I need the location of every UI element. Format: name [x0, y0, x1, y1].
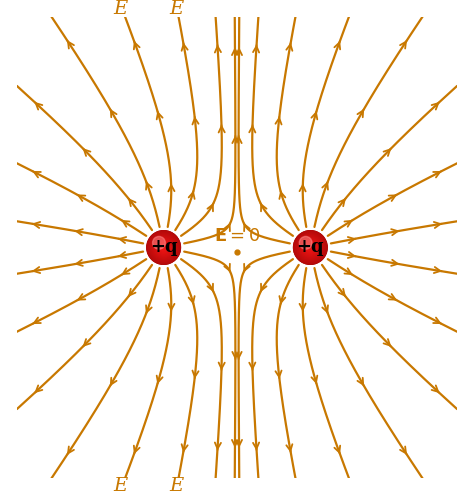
Circle shape: [157, 241, 171, 254]
Text: E: E: [169, 0, 183, 18]
Circle shape: [301, 239, 319, 256]
Circle shape: [150, 234, 177, 261]
Circle shape: [147, 231, 181, 264]
Circle shape: [155, 239, 173, 256]
Circle shape: [307, 244, 314, 251]
Circle shape: [147, 232, 180, 263]
Circle shape: [156, 240, 171, 255]
Circle shape: [296, 233, 325, 262]
Circle shape: [305, 243, 315, 252]
Circle shape: [294, 232, 327, 263]
Circle shape: [158, 242, 169, 253]
Circle shape: [298, 236, 322, 259]
Circle shape: [296, 233, 325, 262]
Circle shape: [152, 236, 175, 259]
Circle shape: [153, 237, 174, 258]
Text: E: E: [113, 0, 128, 18]
Circle shape: [304, 241, 317, 254]
Circle shape: [300, 237, 321, 258]
Circle shape: [160, 244, 168, 251]
Circle shape: [160, 244, 167, 251]
Circle shape: [152, 236, 175, 259]
Circle shape: [293, 231, 327, 264]
Circle shape: [154, 238, 173, 257]
Circle shape: [154, 238, 173, 257]
Circle shape: [297, 235, 323, 260]
Text: +q: +q: [150, 239, 177, 256]
Circle shape: [299, 236, 322, 259]
Circle shape: [303, 241, 317, 254]
Circle shape: [306, 243, 315, 252]
Circle shape: [305, 242, 316, 253]
Circle shape: [149, 233, 179, 262]
Circle shape: [150, 234, 177, 261]
Circle shape: [298, 235, 323, 260]
Circle shape: [151, 235, 176, 260]
Circle shape: [300, 237, 320, 258]
Circle shape: [149, 233, 178, 262]
Circle shape: [155, 239, 173, 256]
Circle shape: [301, 239, 319, 256]
Circle shape: [294, 231, 327, 264]
Circle shape: [306, 244, 314, 251]
Circle shape: [302, 240, 319, 255]
Circle shape: [156, 240, 171, 255]
Circle shape: [295, 232, 326, 263]
Circle shape: [161, 245, 166, 250]
Circle shape: [297, 234, 324, 261]
Circle shape: [151, 235, 177, 260]
Circle shape: [148, 232, 179, 263]
Circle shape: [155, 239, 172, 256]
Circle shape: [306, 243, 315, 252]
Circle shape: [159, 243, 168, 252]
Circle shape: [302, 239, 319, 256]
Circle shape: [151, 235, 176, 260]
Circle shape: [152, 236, 176, 259]
Text: $\mathbf{E} = 0$: $\mathbf{E} = 0$: [214, 227, 260, 245]
Text: +q: +q: [297, 239, 324, 256]
Circle shape: [159, 243, 169, 252]
Circle shape: [301, 238, 320, 257]
Circle shape: [148, 232, 179, 263]
Circle shape: [295, 233, 325, 262]
Circle shape: [297, 234, 324, 261]
Circle shape: [153, 237, 165, 249]
Circle shape: [155, 240, 172, 255]
Circle shape: [154, 237, 174, 258]
Circle shape: [299, 237, 312, 249]
Circle shape: [158, 242, 169, 253]
Circle shape: [161, 245, 166, 250]
Circle shape: [149, 233, 178, 262]
Circle shape: [295, 232, 326, 263]
Circle shape: [305, 242, 316, 253]
Text: E: E: [169, 477, 183, 495]
Circle shape: [304, 242, 317, 253]
Circle shape: [301, 238, 320, 257]
Circle shape: [307, 244, 314, 251]
Circle shape: [147, 231, 180, 264]
Circle shape: [157, 241, 170, 254]
Circle shape: [293, 231, 327, 264]
Circle shape: [298, 235, 323, 260]
Text: E: E: [113, 477, 128, 495]
Circle shape: [299, 236, 322, 259]
Circle shape: [153, 237, 174, 258]
Circle shape: [157, 242, 170, 253]
Circle shape: [300, 237, 321, 258]
Circle shape: [303, 240, 318, 255]
Circle shape: [160, 244, 167, 251]
Circle shape: [303, 240, 318, 255]
Circle shape: [308, 245, 313, 250]
Circle shape: [147, 231, 181, 264]
Circle shape: [308, 245, 313, 250]
Circle shape: [159, 243, 168, 252]
